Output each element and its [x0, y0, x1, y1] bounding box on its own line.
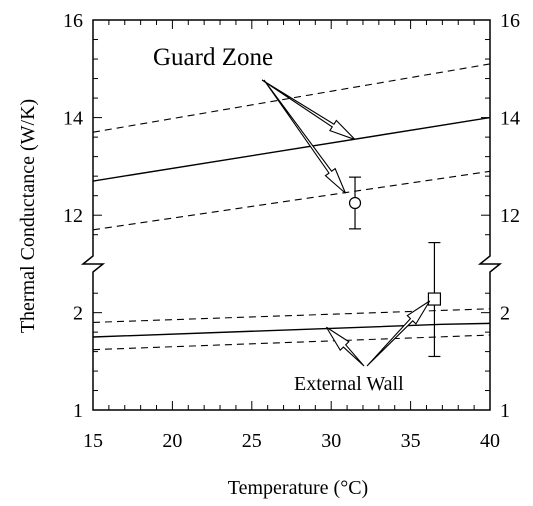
- guard-zone-circle-marker: [348, 196, 362, 210]
- guard-zone-arrow-1-shape: [261, 79, 356, 141]
- external-wall-arrow-2: [366, 300, 431, 367]
- x-tick-label: 15: [83, 430, 103, 452]
- tick-marks: [92, 19, 491, 411]
- data-points-layer: [348, 176, 442, 358]
- y-tick-label-left: 16: [63, 10, 83, 32]
- guard-zone-label: Guard Zone: [153, 44, 273, 71]
- series-layer: [93, 63, 490, 351]
- x-tick-label: 30: [321, 430, 341, 452]
- plot-frame: [92, 19, 491, 411]
- guard-zone-arrow-1: [261, 79, 356, 141]
- x-tick-label: 35: [401, 430, 421, 452]
- y-tick-label-left: 14: [63, 108, 83, 130]
- external-wall-dashed-line: [93, 308, 490, 323]
- x-tick-label: 25: [242, 430, 262, 452]
- y-tick-label-right: 12: [500, 205, 520, 227]
- guard-zone-arrow-2: [263, 79, 346, 194]
- y-axis-label: Thermal Conductance (W/K): [17, 99, 39, 333]
- external-wall-square-marker: [427, 292, 442, 306]
- external-wall-arrow-1: [325, 326, 365, 367]
- annotation-arrows: [261, 79, 431, 367]
- axis-break-marks: [80, 252, 503, 276]
- y-tick-label-left: 2: [73, 303, 83, 325]
- guard-zone-arrow-2-shape: [263, 79, 346, 194]
- left-axis-break-zigzag: [80, 252, 106, 276]
- external-wall-solid-line: [93, 322, 490, 338]
- external-wall-label: External Wall: [294, 373, 404, 395]
- x-axis-label: Temperature (°C): [228, 477, 368, 499]
- guard-zone-dashed-line: [93, 170, 490, 231]
- y-tick-label-right: 14: [500, 108, 520, 130]
- external-wall-dashed-line: [93, 334, 490, 351]
- x-tick-label: 40: [480, 430, 500, 452]
- y-tick-label-left: 12: [63, 205, 83, 227]
- right-axis-break-zigzag: [477, 252, 503, 276]
- y-tick-label-right: 16: [500, 10, 520, 32]
- y-tick-label-right: 2: [500, 303, 510, 325]
- x-tick-label: 20: [162, 430, 182, 452]
- external-wall-arrow-1-shape: [325, 326, 365, 367]
- external-wall-arrow-2-shape: [366, 300, 431, 367]
- guard-zone-solid-line: [93, 116, 490, 182]
- y-tick-label-left: 1: [73, 400, 83, 422]
- y-tick-label-right: 1: [500, 400, 510, 422]
